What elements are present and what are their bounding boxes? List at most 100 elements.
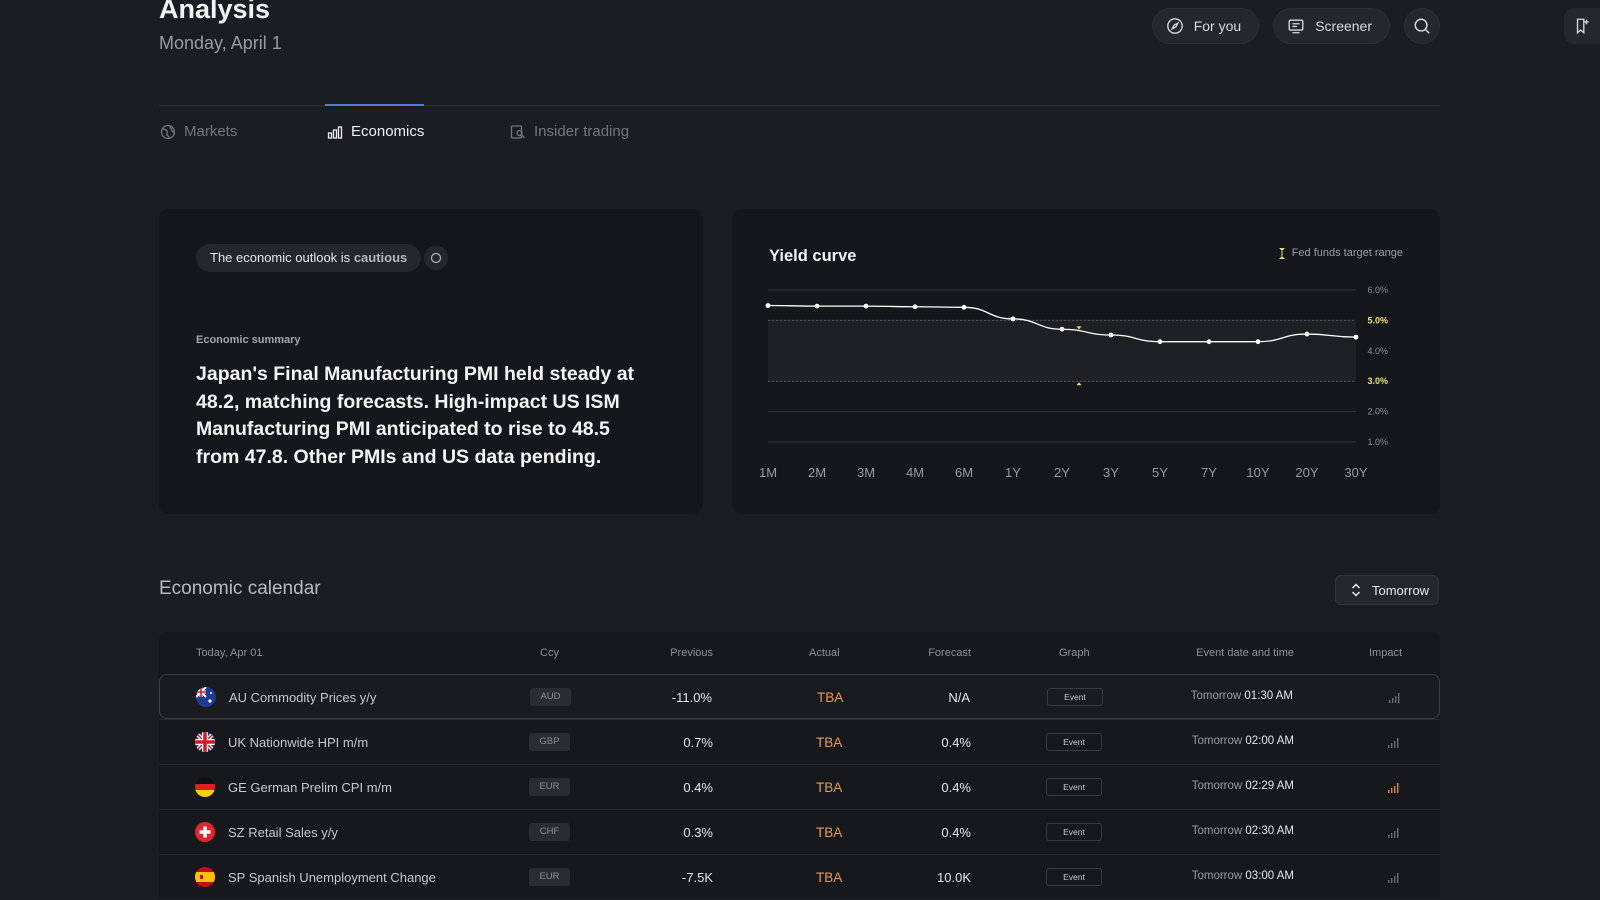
search-button[interactable] (1404, 8, 1440, 44)
yield-point-1M (765, 303, 771, 308)
event-graph-button[interactable]: Event (1046, 778, 1102, 796)
event-time: 02:30 AM (1245, 825, 1294, 837)
impact-low-icon (1387, 871, 1399, 883)
bar-chart-icon (327, 125, 343, 139)
event-time: 02:29 AM (1245, 780, 1294, 792)
outlook-info-button[interactable] (424, 246, 448, 270)
forecast-value: N/A (948, 690, 970, 705)
event-name: UK Nationwide HPI m/m (228, 735, 369, 750)
table-row[interactable]: UK Nationwide HPI m/m GBP 0.7% TBA 0.4% Event… (159, 719, 1440, 764)
y-tick-label: 5.0% (1367, 315, 1388, 325)
tab-markets[interactable]: Markets (160, 123, 237, 140)
col-ccy: Ccy (540, 647, 559, 659)
impact-high-icon (1387, 781, 1399, 793)
forecast-value: 0.4% (941, 780, 971, 795)
currency-badge: AUD (530, 688, 571, 706)
forecast-value: 0.4% (941, 735, 971, 750)
x-tick-5Y: 5Y (1152, 465, 1168, 480)
event-name: SZ Retail Sales y/y (228, 825, 338, 840)
event-day: Tomorrow (1191, 780, 1243, 792)
page-title: Analysis (159, 0, 271, 24)
flag-ch-icon (195, 822, 215, 842)
circle-icon (430, 252, 442, 264)
event-datetime: Tomorrow 03:00 AM (1192, 870, 1294, 882)
actual-value: TBA (816, 825, 843, 840)
flag-au-icon (196, 687, 216, 707)
flag-de-icon (195, 777, 215, 797)
yield-point-2Y (1059, 326, 1065, 332)
yield-curve-card: 6.0% 5.0% 4.0% 3.0% 2.0% 1.0% 1M 2M 3M 4M 6M 1Y 2Y 3Y… (732, 209, 1440, 514)
flag-es-icon (195, 867, 215, 887)
x-tick-3M: 3M (857, 465, 875, 480)
table-body: AU Commodity Prices y/y AUD -11.0% TBA N/A Ev… (159, 674, 1440, 899)
for-you-button[interactable]: For you (1151, 8, 1260, 44)
previous-value: 0.7% (683, 735, 713, 750)
event-day: Tomorrow (1191, 825, 1243, 837)
impact-low-icon (1387, 736, 1399, 748)
yield-point-3Y (1108, 332, 1114, 338)
event-name: GE German Prelim CPI m/m (228, 780, 392, 795)
yield-point-30Y (1353, 334, 1359, 340)
tab-divider (159, 105, 1440, 106)
event-datetime: Tomorrow 02:00 AM (1192, 735, 1294, 747)
economic-calendar-table: Today, Apr 01 Ccy Previous Actual Foreca… (159, 632, 1440, 899)
y-tick-label: 3.0% (1367, 376, 1388, 386)
tab-insider-label: Insider trading (534, 123, 630, 140)
economic-summary-card: The economic outlook is cautious Economi… (159, 209, 703, 514)
event-graph-button[interactable]: Event (1046, 823, 1102, 841)
insider-icon (510, 124, 525, 139)
table-row[interactable]: AU Commodity Prices y/y AUD -11.0% TBA N/A Ev… (159, 674, 1440, 719)
event-graph-button[interactable]: Event (1046, 733, 1102, 751)
table-row[interactable]: GE German Prelim CPI m/m EUR 0.4% TBA 0.4% Ev… (159, 764, 1440, 809)
yield-point-3M (863, 303, 869, 309)
tab-economics[interactable]: Economics (327, 123, 424, 140)
for-you-label: For you (1193, 18, 1242, 34)
event-day: Tomorrow (1191, 735, 1243, 747)
screener-label: Screener (1315, 18, 1372, 34)
impact-low-icon (1388, 691, 1400, 703)
x-tick-20Y: 20Y (1295, 465, 1318, 480)
compass-icon (1166, 18, 1183, 34)
x-tick-1Y: 1Y (1005, 465, 1021, 480)
event-day: Tomorrow (1191, 870, 1243, 882)
currency-badge: CHF (529, 823, 570, 841)
tab-markets-label: Markets (184, 123, 238, 140)
bookmark-button[interactable] (1564, 8, 1600, 44)
table-row[interactable]: SP Spanish Unemployment Change EUR -7.5K TB… (159, 854, 1440, 899)
currency-badge: EUR (529, 778, 570, 796)
outlook-value: cautious (353, 250, 408, 265)
event-graph-button[interactable]: Event (1046, 868, 1102, 886)
event-name: AU Commodity Prices y/y (229, 690, 377, 705)
sort-chevrons-icon (1351, 583, 1361, 597)
event-time: 01:30 AM (1244, 690, 1293, 702)
bookmark-add-icon (1576, 18, 1589, 35)
actual-value: TBA (816, 780, 843, 795)
search-icon (1414, 18, 1430, 34)
previous-value: -11.0% (671, 690, 712, 705)
col-event-time: Event date and time (1196, 647, 1294, 659)
yield-point-6M (961, 304, 967, 310)
calendar-period-label: Tomorrow (1372, 582, 1430, 598)
table-row[interactable]: SZ Retail Sales y/y CHF 0.3% TBA 0.4% Event To… (159, 809, 1440, 854)
yield-curve-title: Yield curve (769, 247, 857, 265)
tab-insider-trading[interactable]: Insider trading (510, 123, 629, 140)
impact-low-icon (1387, 826, 1399, 838)
yield-point-1Y (1010, 316, 1016, 322)
event-datetime: Tomorrow 02:29 AM (1192, 780, 1294, 792)
event-graph-button[interactable]: Event (1047, 688, 1103, 706)
previous-value: -7.5K (681, 870, 713, 885)
fed-funds-legend-label: Fed funds target range (1291, 247, 1403, 259)
calendar-period-select[interactable]: Tomorrow (1335, 575, 1439, 605)
summary-text: Japan's Final Manufacturing PMI held ste… (196, 363, 635, 468)
fed-funds-legend: Fed funds target range (1278, 247, 1403, 259)
x-tick-7Y: 7Y (1201, 465, 1217, 480)
forecast-value: 0.4% (941, 825, 971, 840)
tab-economics-label: Economics (351, 123, 425, 140)
event-datetime: Tomorrow 02:30 AM (1192, 825, 1294, 837)
x-tick-3Y: 3Y (1103, 465, 1119, 480)
yield-point-20Y (1304, 331, 1310, 337)
actual-value: TBA (816, 870, 843, 885)
y-tick-label: 4.0% (1367, 346, 1388, 356)
screener-button[interactable]: Screener (1273, 8, 1390, 44)
yield-point-7Y (1206, 339, 1212, 345)
